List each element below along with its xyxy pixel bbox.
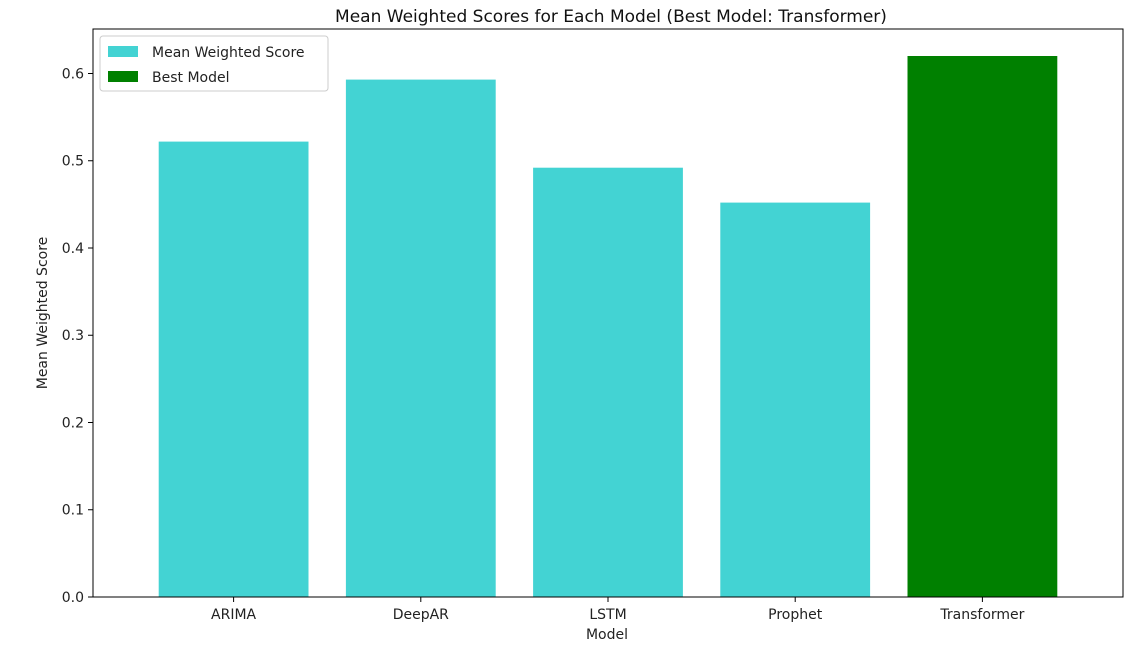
- x-axis: ARIMA DeepAR LSTM Prophet Transformer: [211, 597, 1025, 623]
- y-axis: 0.0 0.1 0.2 0.3 0.4 0.5 0.6: [62, 66, 93, 606]
- legend-swatch-mean-weighted-score: [108, 46, 138, 57]
- plot-frame: [92, 28, 1124, 598]
- bar-lstm: [533, 167, 683, 597]
- x-tick-label-prophet: Prophet: [768, 607, 823, 623]
- y-tick-label-4: 0.4: [62, 241, 84, 257]
- x-tick-label-deepar: DeepAR: [393, 607, 449, 623]
- x-tick-label-lstm: LSTM: [589, 607, 626, 623]
- x-tick-label-transformer: Transformer: [939, 607, 1024, 623]
- legend-label-best-model: Best Model: [152, 70, 230, 86]
- x-axis-label: Model: [586, 627, 628, 643]
- x-tick-label-arima: ARIMA: [211, 607, 257, 623]
- y-tick-label-0: 0.0: [62, 590, 84, 606]
- y-tick-label-5: 0.5: [62, 154, 84, 170]
- legend-label-mean-weighted-score: Mean Weighted Score: [152, 45, 305, 61]
- legend-frame: [99, 35, 329, 92]
- y-tick-label-3: 0.3: [62, 328, 84, 344]
- chart-title: Mean Weighted Scores for Each Model (Bes…: [335, 7, 887, 27]
- y-tick-label-1: 0.1: [62, 503, 84, 519]
- bar-arima: [158, 141, 309, 597]
- bar-deepar: [345, 79, 496, 598]
- legend-swatch-best-model: [108, 71, 138, 82]
- y-tick-label-6: 0.6: [62, 66, 84, 82]
- bar-prophet: [720, 202, 871, 597]
- bar-transformer: [907, 56, 1058, 597]
- legend: Mean Weighted Score Best Model: [99, 35, 329, 92]
- y-tick-label-2: 0.2: [62, 415, 84, 431]
- bars-group: [158, 56, 1058, 598]
- y-axis-label: Mean Weighted Score: [35, 237, 51, 390]
